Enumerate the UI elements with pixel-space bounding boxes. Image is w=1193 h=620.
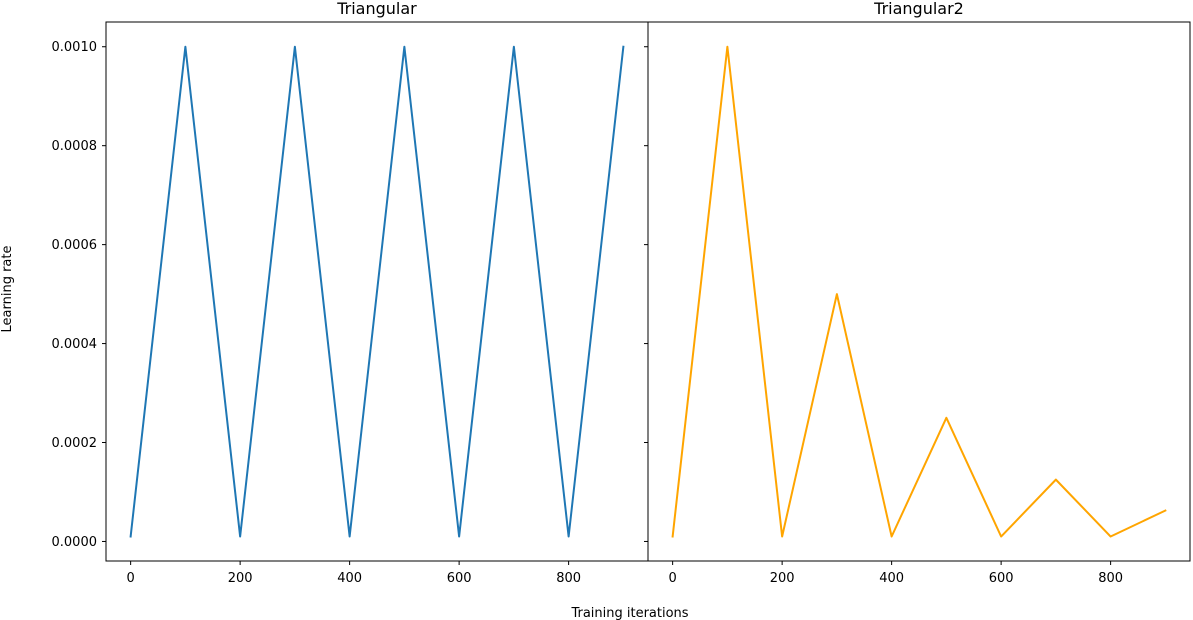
series-line xyxy=(129,45,625,538)
x-tick-label: 400 xyxy=(337,571,362,586)
series-line xyxy=(671,45,1167,538)
y-tick-label: 0.0006 xyxy=(52,238,98,253)
x-tick-label: 600 xyxy=(447,571,472,586)
x-tick-label: 800 xyxy=(1098,571,1123,586)
x-tick-label: 0 xyxy=(126,571,134,586)
chart-title: Triangular2 xyxy=(873,0,964,18)
chart-panel-triangular: Triangular 0 200 400 600 800 0.0000 0.0002 0.000… xyxy=(52,0,649,586)
x-tick-label: 200 xyxy=(228,571,253,586)
x-tick-label: 200 xyxy=(770,571,795,586)
y-axis-label: Learning rate xyxy=(0,246,15,333)
x-tick-label: 0 xyxy=(668,571,676,586)
y-tick-label: 0.0000 xyxy=(52,535,98,550)
x-tick-label: 600 xyxy=(989,571,1014,586)
y-tick-label: 0.0004 xyxy=(52,337,98,352)
x-axis-label: Training iterations xyxy=(570,606,688,620)
x-tick-label: 800 xyxy=(556,571,581,586)
y-tick-label: 0.0002 xyxy=(52,436,98,451)
x-tick-label: 400 xyxy=(879,571,904,586)
y-tick-label: 0.0008 xyxy=(52,139,98,154)
plot-frame xyxy=(647,21,1191,562)
chart-panel-triangular2: Triangular2 0 200 400 600 800 xyxy=(644,0,1191,586)
y-tick-label: 0.0010 xyxy=(52,40,98,55)
chart-title: Triangular xyxy=(336,0,417,18)
